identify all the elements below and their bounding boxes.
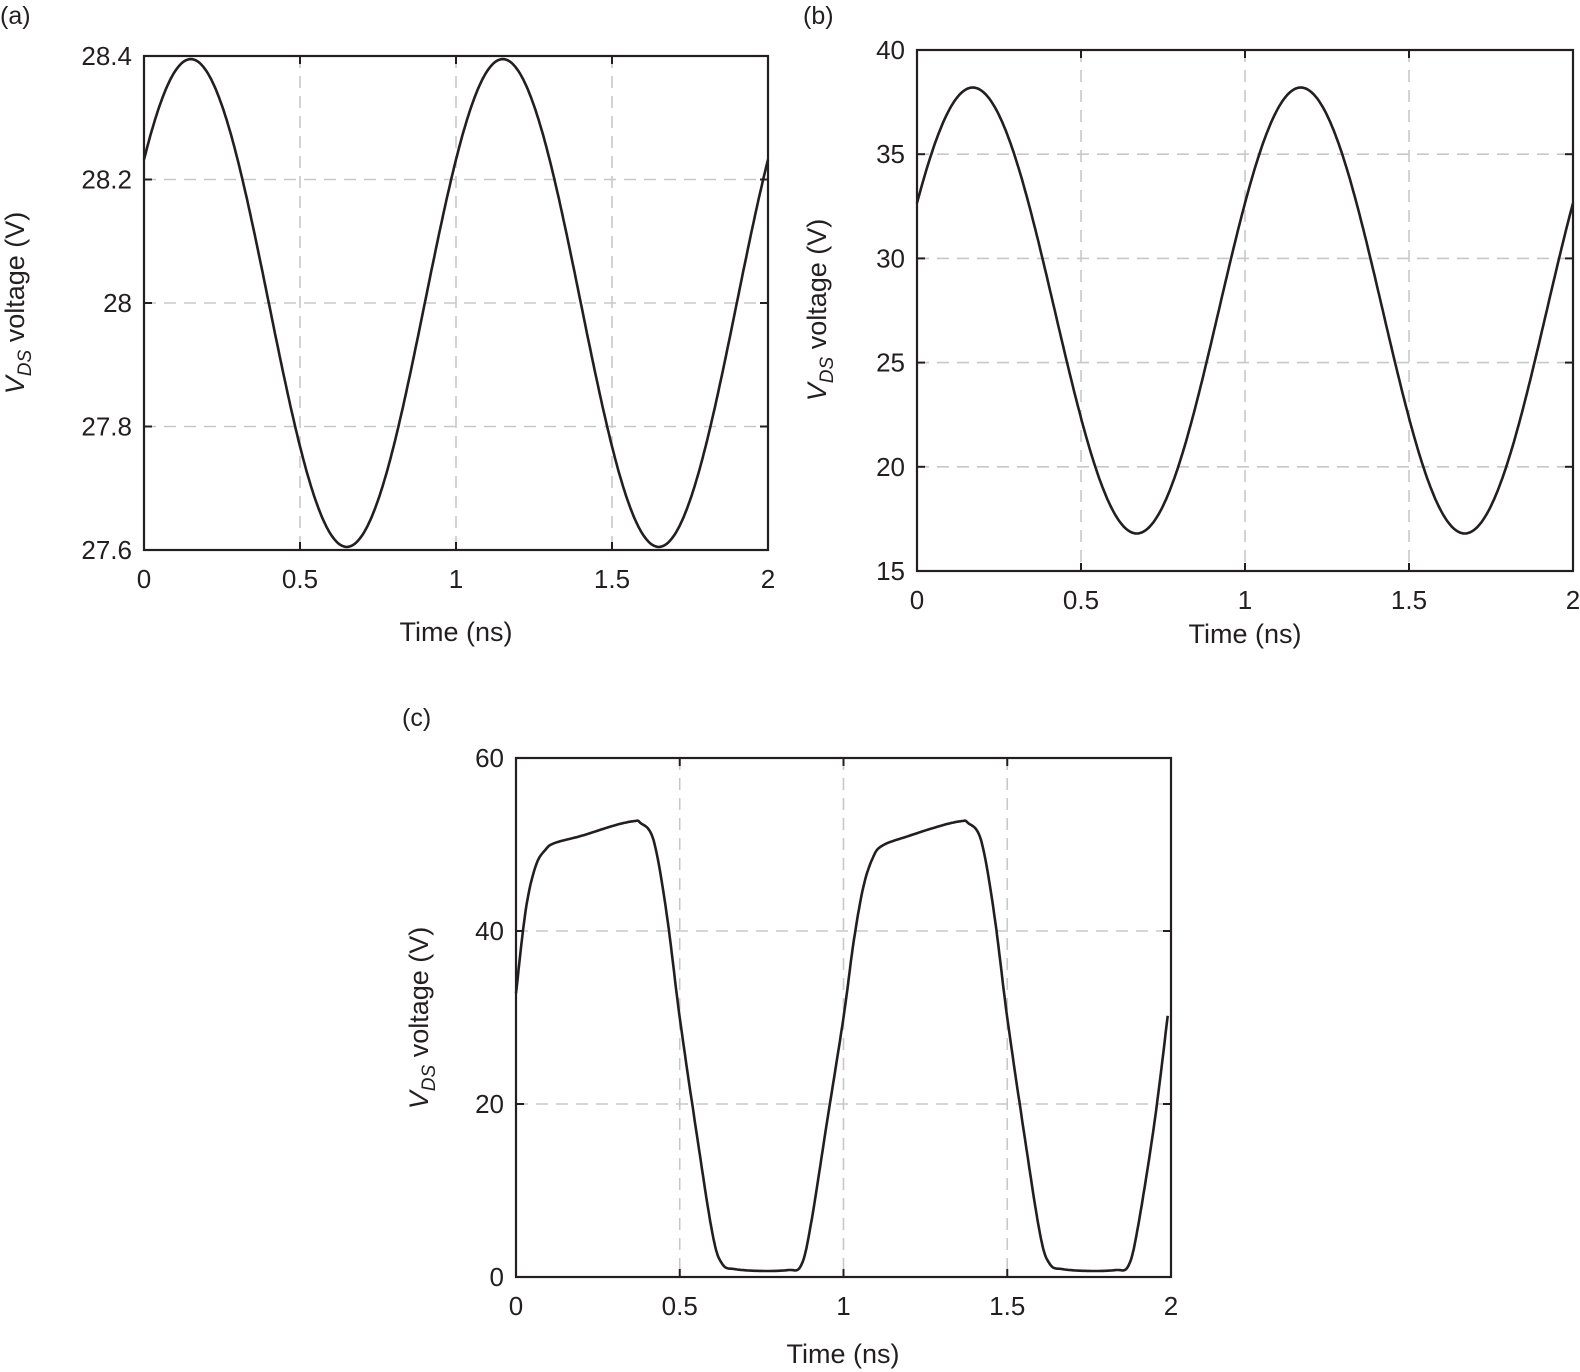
- x-tick-label: 2: [1566, 585, 1580, 615]
- y-tick-label: 28.2: [81, 165, 132, 195]
- x-axis-label-a: Time (ns): [400, 617, 513, 647]
- y-tick-label: 60: [475, 743, 504, 773]
- chart-panel-b: (b) 0 0.5 1 1.5 2 15 20 25 30 35 40 Time (ns) VDS …: [802, 2, 1580, 649]
- data-line-c: [514, 819, 1169, 1273]
- x-tick-label: 1.5: [989, 1291, 1025, 1321]
- x-tick-label: 0: [509, 1291, 523, 1321]
- chart-panel-a: (a) 0 0.5 1 1.5 2 27.6 27.8 28 28.2 28.4 Time (ns…: [0, 2, 775, 647]
- x-tick-label: 0: [910, 585, 924, 615]
- x-tick-label: 1.5: [594, 564, 630, 594]
- data-line-a: [142, 57, 770, 549]
- y-tick-label: 28: [103, 288, 132, 318]
- y-tick-label: 20: [475, 1089, 504, 1119]
- data-line-b: [915, 86, 1575, 535]
- grid-lines-b: [917, 50, 1573, 571]
- x-tick-label: 0.5: [1063, 585, 1099, 615]
- y-tick-label: 40: [475, 916, 504, 946]
- y-tick-label: 30: [876, 243, 905, 273]
- grid-lines-c: [516, 758, 1171, 1277]
- y-tick-label: 25: [876, 348, 905, 378]
- axis-ticks-a: 0 0.5 1 1.5 2 27.6 27.8 28 28.2 28.4: [81, 41, 775, 594]
- y-tick-label: 27.8: [81, 412, 132, 442]
- y-tick-label: 15: [876, 556, 905, 586]
- y-axis-label-c: VDS voltage (V): [404, 927, 440, 1109]
- panel-label-c: (c): [402, 704, 431, 732]
- x-tick-label: 1: [836, 1291, 850, 1321]
- y-tick-label: 28.4: [81, 41, 132, 71]
- axes-frame-c: [514, 756, 1173, 1279]
- panel-label-a: (a): [0, 2, 31, 30]
- axes-frame-b: [915, 48, 1575, 573]
- x-tick-label: 0: [137, 564, 151, 594]
- x-axis-label-c: Time (ns): [787, 1339, 900, 1369]
- y-axis-label-a: VDS voltage (V): [0, 212, 36, 394]
- x-tick-label: 1: [1238, 585, 1252, 615]
- x-axis-label-b: Time (ns): [1189, 619, 1302, 649]
- x-tick-label: 1: [449, 564, 463, 594]
- grid-lines-a: [144, 56, 768, 550]
- axes-frame-a: [142, 54, 770, 552]
- x-tick-label: 1.5: [1391, 585, 1427, 615]
- x-tick-label: 0.5: [662, 1291, 698, 1321]
- y-tick-label: 0: [490, 1262, 504, 1292]
- y-tick-label: 27.6: [81, 535, 132, 565]
- panel-label-b: (b): [803, 2, 834, 30]
- y-tick-label: 35: [876, 139, 905, 169]
- x-tick-label: 0.5: [282, 564, 318, 594]
- axis-ticks-b: 0 0.5 1 1.5 2 15 20 25 30 35 40: [876, 35, 1580, 615]
- y-tick-label: 20: [876, 452, 905, 482]
- y-tick-label: 40: [876, 35, 905, 65]
- x-tick-label: 2: [761, 564, 775, 594]
- x-tick-label: 2: [1164, 1291, 1178, 1321]
- y-axis-label-b: VDS voltage (V): [802, 219, 838, 401]
